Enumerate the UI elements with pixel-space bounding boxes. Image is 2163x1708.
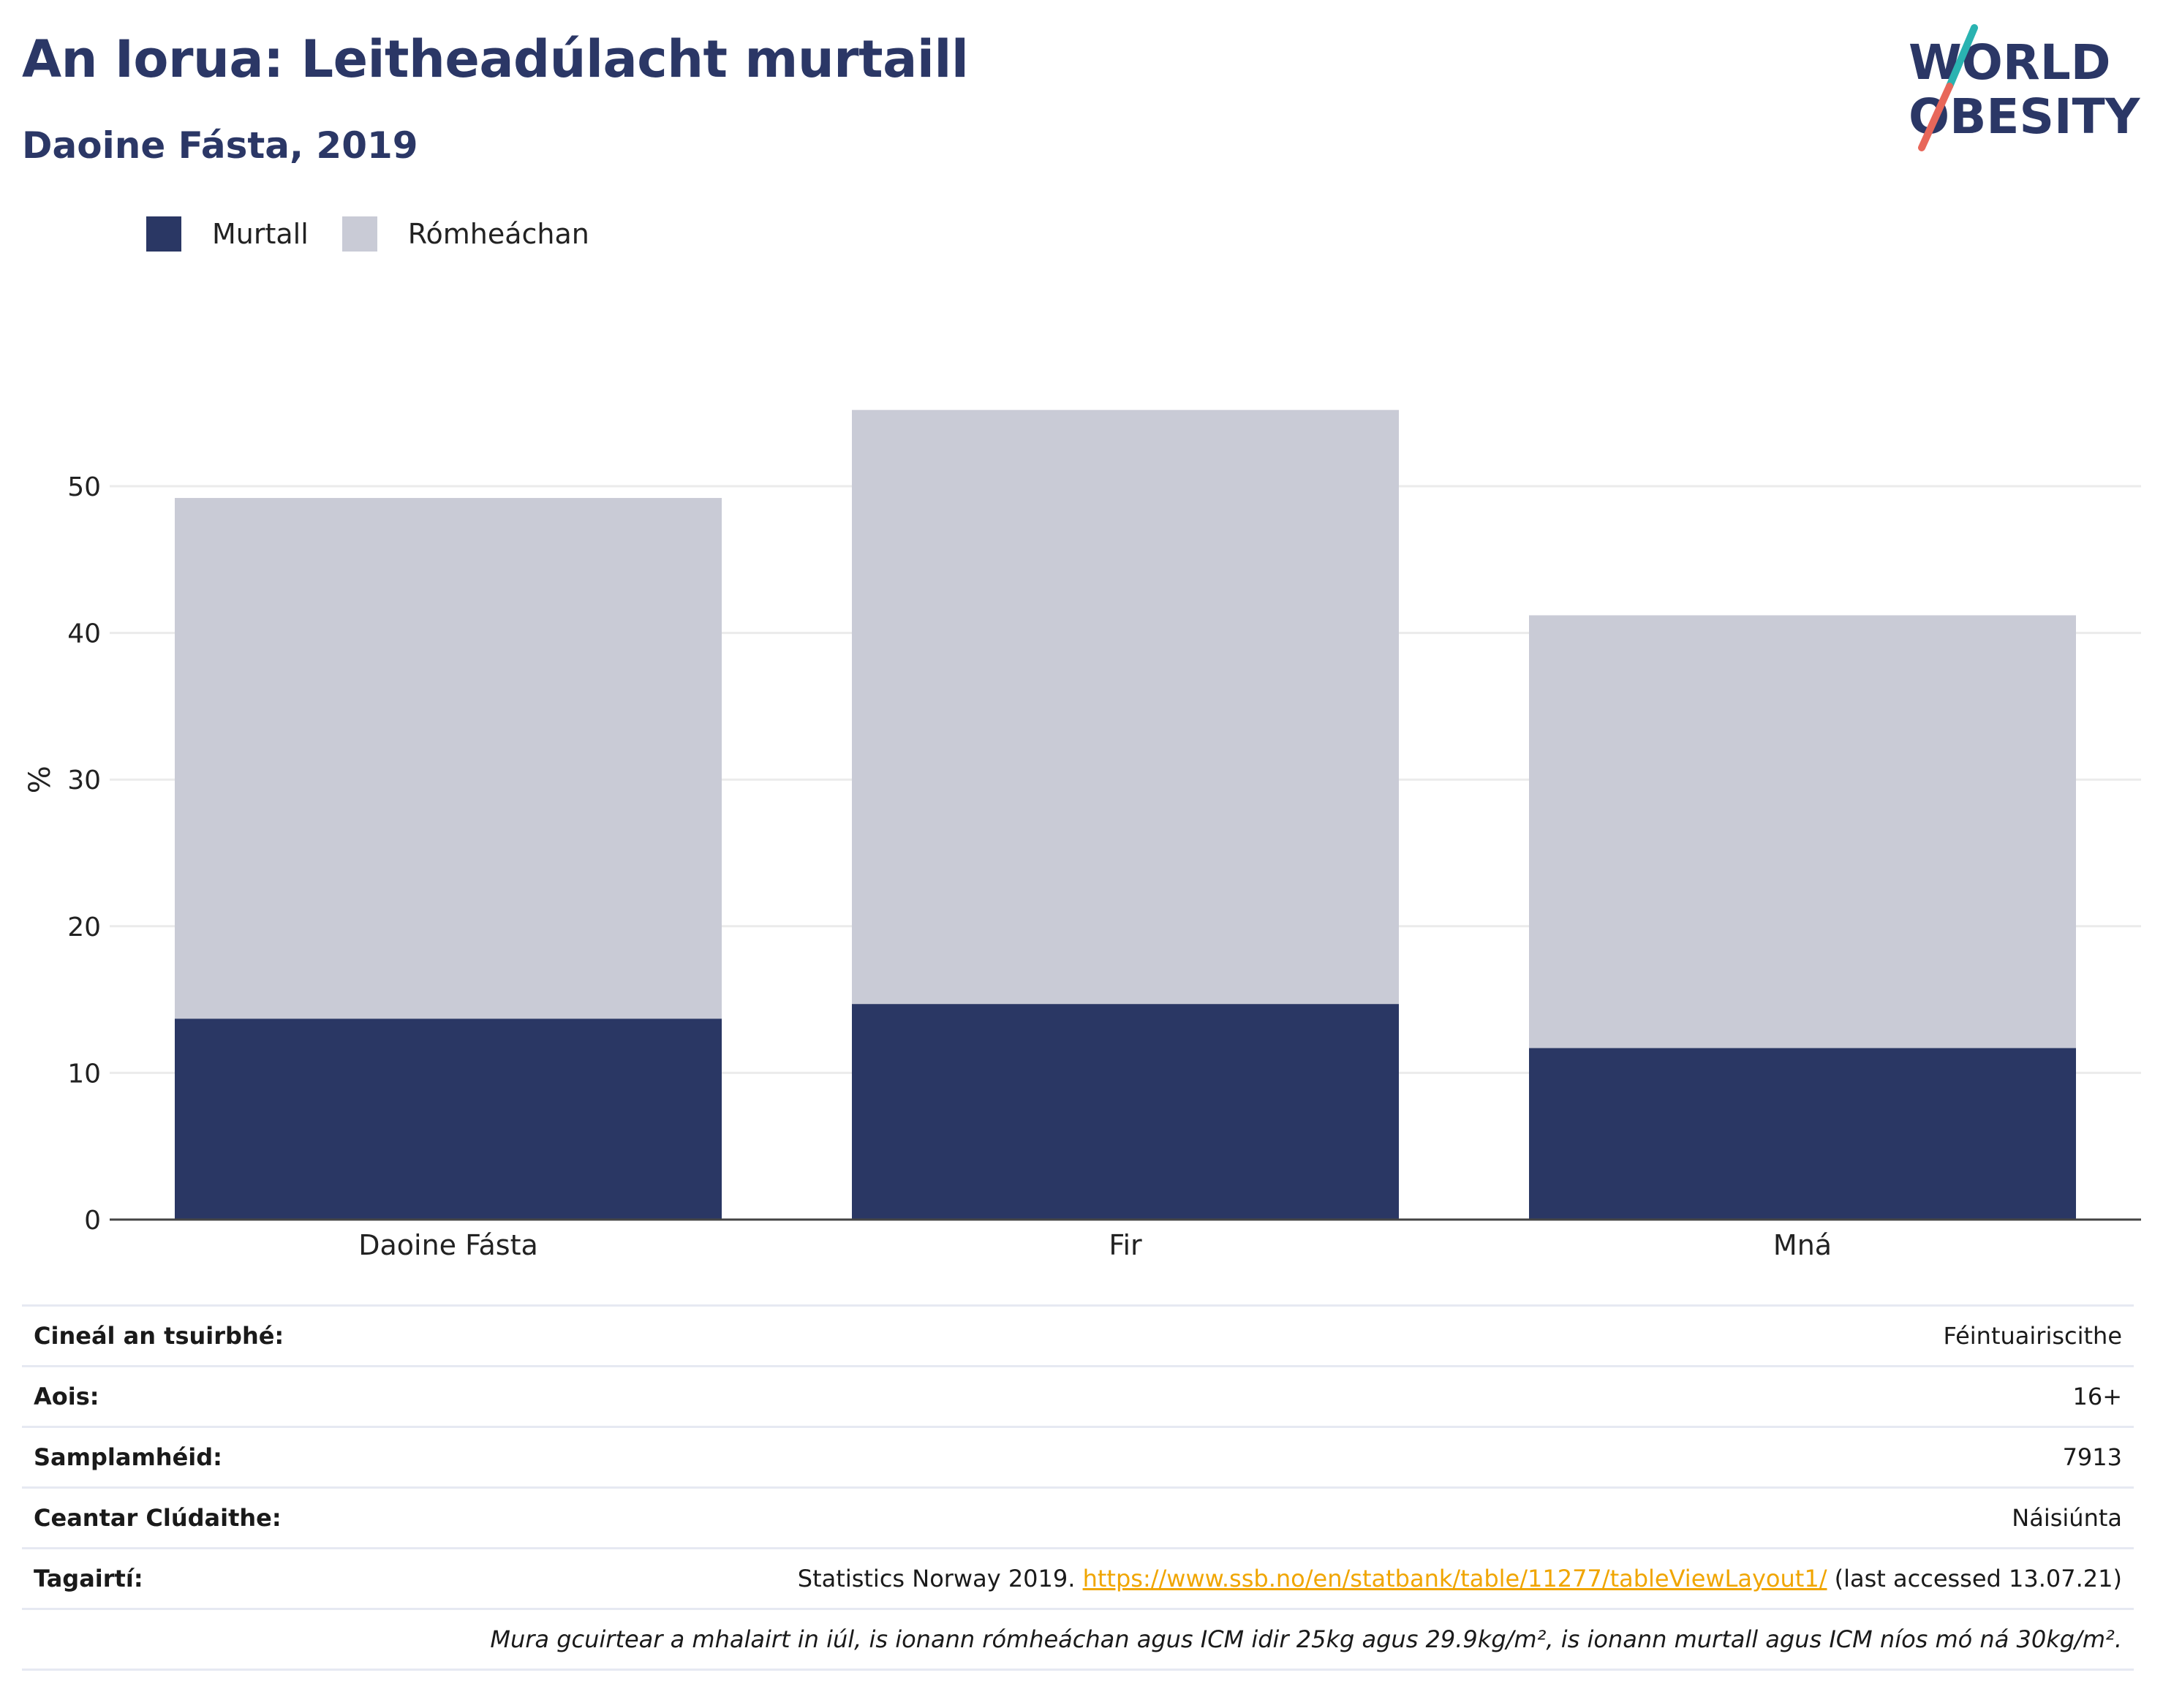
info-value-area-covered: Náisiúnta	[2012, 1504, 2122, 1532]
bar-murtall	[852, 1004, 1399, 1220]
y-tick-label: 40	[67, 619, 101, 649]
info-row: Aois: 16+	[22, 1366, 2134, 1427]
bar-murtall	[175, 1019, 722, 1220]
x-tick-label: Daoine Fásta	[358, 1229, 538, 1261]
info-label-sample-size: Samplamhéid:	[34, 1443, 222, 1471]
world-obesity-logo: WORLD OBESITY	[1909, 24, 2141, 151]
page-title: An Iorua: Leitheadúlacht murtaill	[22, 29, 969, 89]
y-axis-label: %	[23, 766, 57, 793]
y-tick-label: 10	[67, 1059, 101, 1089]
definition-note: Mura gcuirtear a mhalairt in iúl, is ion…	[490, 1625, 2122, 1653]
y-tick-label: 20	[67, 912, 101, 942]
info-value-references: Statistics Norway 2019. https://www.ssb.…	[369, 1549, 2134, 1609]
legend-swatch-murtall	[146, 216, 181, 252]
info-table: Cineál an tsuirbhé: Féintuairiscithe Aoi…	[22, 1304, 2134, 1671]
info-row-note: Mura gcuirtear a mhalairt in iúl, is ion…	[22, 1609, 2134, 1670]
legend-label-murtall: Murtall	[212, 218, 309, 250]
references-link[interactable]: https://www.ssb.no/en/statbank/table/112…	[1082, 1565, 1827, 1592]
info-value-age: 16+	[2072, 1383, 2122, 1410]
legend-swatch-romheachan	[341, 216, 377, 252]
info-row-references: Tagairtí: Statistics Norway 2019. https:…	[22, 1548, 2134, 1609]
info-row: Samplamhéid: 7913	[22, 1427, 2134, 1488]
info-label-survey-type: Cineál an tsuirbhé:	[34, 1322, 284, 1350]
info-label-area-covered: Ceantar Clúdaithe:	[34, 1504, 282, 1532]
info-label-references: Tagairtí:	[34, 1565, 143, 1592]
info-label-age: Aois:	[34, 1383, 99, 1410]
references-accessed: (last accessed 13.07.21)	[1834, 1565, 2122, 1592]
bar-romheachan	[175, 498, 722, 1019]
info-value-survey-type: Féintuairiscithe	[1943, 1322, 2122, 1350]
chart-legend: Murtall Rómheáchan	[146, 216, 623, 252]
legend-item-murtall[interactable]: Murtall	[146, 216, 309, 252]
svg-text:WORLD: WORLD	[1909, 34, 2111, 91]
page-subtitle: Daoine Fásta, 2019	[22, 124, 418, 167]
bar-chart: 0 10 20 30 40 50% Daoine Fásta Fir Mná	[23, 409, 2141, 1261]
y-tick-label: 0	[84, 1206, 101, 1236]
info-row: Cineál an tsuirbhé: Féintuairiscithe	[22, 1305, 2134, 1367]
info-row: Ceantar Clúdaithe: Náisiúnta	[22, 1487, 2134, 1549]
y-tick-label: 30	[67, 766, 101, 796]
bar-romheachan	[1529, 615, 2076, 1048]
legend-item-romheachan[interactable]: Rómheáchan	[341, 216, 589, 252]
references-text: Statistics Norway 2019.	[797, 1565, 1076, 1592]
info-value-sample-size: 7913	[2062, 1443, 2122, 1471]
bar-romheachan	[852, 409, 1399, 1005]
x-tick-label: Mná	[1773, 1229, 1832, 1261]
bar-murtall	[1529, 1048, 2076, 1220]
legend-label-romheachan: Rómheáchan	[407, 218, 589, 250]
x-tick-label: Fir	[1109, 1229, 1142, 1261]
y-tick-label: 50	[67, 472, 101, 502]
